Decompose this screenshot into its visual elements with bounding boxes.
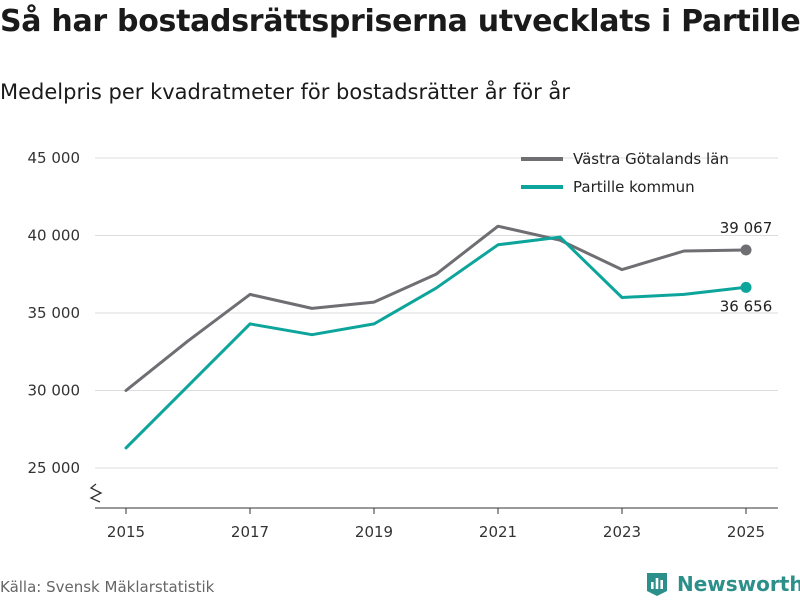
- brand-name: Newsworthy: [677, 572, 800, 596]
- x-tick-label: 2015: [107, 523, 145, 541]
- source-note: Källa: Svensk Mäklarstatistik: [0, 578, 215, 596]
- grid-lines: [95, 157, 778, 469]
- brand-logo-block[interactable]: Newsworthy: [645, 569, 800, 599]
- series-end-point: [740, 281, 752, 293]
- y-tick-label: 40 000: [28, 227, 81, 245]
- data-label-end: 36 656: [720, 297, 773, 315]
- data-label-end: 39 067: [720, 219, 773, 237]
- x-tick-label: 2017: [231, 523, 269, 541]
- y-tick-label: 30 000: [28, 382, 81, 400]
- x-tick-label: 2019: [355, 523, 393, 541]
- series-line-partille: [124, 235, 748, 450]
- chart-subtitle: Medelpris per kvadratmeter för bostadsrä…: [0, 80, 570, 104]
- x-tick-label: 2023: [603, 523, 641, 541]
- series-line-vastra-gotaland: [124, 224, 748, 392]
- end-labels: 39 067 36 656: [720, 219, 773, 315]
- axes: 25 000 30 000 35 000 40 000 45 000 2015 2017 20…: [28, 149, 778, 541]
- axis-break-icon: [89, 483, 103, 503]
- newsworthy-logo-icon: [647, 573, 667, 596]
- legend-label: Partille kommun: [573, 178, 695, 196]
- legend: Västra Götalands län Partille kommun: [521, 150, 729, 196]
- series-end-point: [740, 244, 752, 256]
- x-tick-label: 2025: [727, 523, 765, 541]
- y-tick-label: 35 000: [28, 304, 81, 322]
- x-tick-label: 2021: [479, 523, 517, 541]
- chart-title: Så har bostadsrättspriserna utvecklats i…: [0, 4, 800, 39]
- legend-label: Västra Götalands län: [573, 150, 729, 168]
- y-tick-label: 45 000: [28, 149, 81, 167]
- y-tick-label: 25 000: [28, 459, 81, 477]
- series-lines: [124, 224, 752, 450]
